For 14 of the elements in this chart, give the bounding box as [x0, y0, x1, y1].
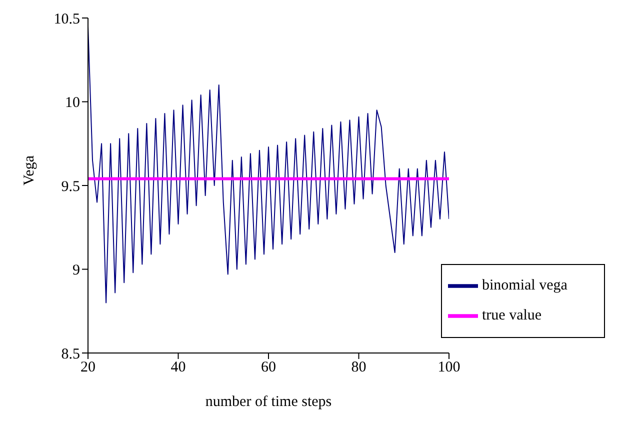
x-tick-label: 80 — [351, 360, 366, 376]
y-tick-label: 9 — [72, 262, 80, 279]
y-axis-title: Vega — [21, 155, 38, 186]
x-tick-label: 60 — [261, 360, 276, 376]
x-tick-label: 20 — [80, 360, 96, 376]
y-tick-label: 8.5 — [61, 346, 80, 362]
legend-label: binomial vega — [482, 277, 568, 294]
x-tick-label: 100 — [438, 360, 460, 376]
legend-label: true value — [482, 307, 542, 324]
y-tick-label: 10.5 — [54, 11, 80, 28]
y-tick-label: 10 — [65, 95, 80, 112]
x-tick-label: 40 — [170, 360, 186, 376]
y-tick-label: 9.5 — [61, 178, 80, 195]
x-axis-title: number of time steps — [205, 394, 332, 410]
